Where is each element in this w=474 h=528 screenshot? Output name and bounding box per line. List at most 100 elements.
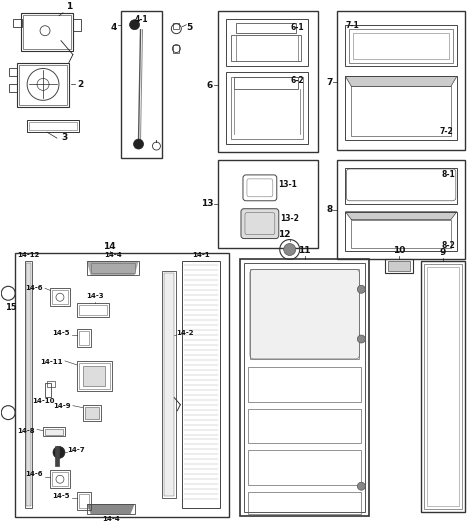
Bar xyxy=(52,290,68,304)
Bar xyxy=(26,263,31,506)
Bar xyxy=(182,261,220,508)
Bar xyxy=(83,366,105,386)
Bar xyxy=(385,259,413,274)
Circle shape xyxy=(357,285,365,293)
Bar xyxy=(226,72,308,144)
Text: 5: 5 xyxy=(186,23,192,32)
Bar xyxy=(9,84,17,92)
Text: 1: 1 xyxy=(66,2,72,11)
Text: 14-7: 14-7 xyxy=(67,447,84,454)
Bar xyxy=(248,409,361,444)
Bar xyxy=(427,267,459,506)
Text: 9: 9 xyxy=(440,249,446,258)
Polygon shape xyxy=(346,77,457,87)
Text: 14: 14 xyxy=(103,241,116,250)
Bar xyxy=(47,381,55,387)
Text: 14-3: 14-3 xyxy=(86,293,104,299)
Circle shape xyxy=(129,20,139,30)
Text: 14-6: 14-6 xyxy=(26,472,43,477)
Circle shape xyxy=(357,482,365,490)
Text: 7-1: 7-1 xyxy=(346,21,359,30)
Bar xyxy=(50,470,70,488)
Text: 14-1: 14-1 xyxy=(192,252,210,259)
Bar xyxy=(248,492,361,514)
Bar xyxy=(13,19,22,27)
Text: 6: 6 xyxy=(207,81,213,90)
Bar xyxy=(351,87,451,136)
Bar xyxy=(244,263,365,512)
Bar xyxy=(55,447,59,466)
Text: 10: 10 xyxy=(393,247,405,256)
Bar xyxy=(9,69,17,77)
Text: 14-12: 14-12 xyxy=(17,252,39,259)
Circle shape xyxy=(53,447,65,458)
Bar xyxy=(79,305,107,315)
Bar xyxy=(79,363,109,389)
Text: 3: 3 xyxy=(61,133,67,142)
Text: 7: 7 xyxy=(326,78,332,87)
Circle shape xyxy=(284,243,296,256)
Bar xyxy=(27,120,79,132)
Bar xyxy=(23,15,71,49)
Bar xyxy=(248,367,361,402)
Text: 8-1: 8-1 xyxy=(441,170,455,179)
Bar xyxy=(163,271,176,498)
Bar xyxy=(240,259,369,516)
Bar xyxy=(43,427,65,437)
Bar xyxy=(421,261,465,512)
Text: 13: 13 xyxy=(201,199,213,208)
Bar xyxy=(236,23,296,33)
Bar xyxy=(87,261,138,276)
Text: 11: 11 xyxy=(299,247,311,256)
Bar xyxy=(346,25,457,67)
Bar xyxy=(231,35,301,61)
Bar xyxy=(77,361,112,391)
Text: 8-2: 8-2 xyxy=(441,241,455,250)
Bar xyxy=(388,261,410,271)
Bar xyxy=(164,274,174,496)
Bar xyxy=(120,11,163,158)
Text: 14-9: 14-9 xyxy=(53,403,71,409)
Bar xyxy=(85,407,99,419)
Text: 4: 4 xyxy=(110,23,117,32)
Bar xyxy=(337,160,465,259)
Bar xyxy=(52,473,68,486)
Circle shape xyxy=(357,335,365,343)
Bar xyxy=(19,64,67,105)
Bar xyxy=(346,77,457,140)
Bar xyxy=(29,122,77,130)
Bar xyxy=(15,253,229,517)
Text: 2: 2 xyxy=(77,80,83,89)
Bar xyxy=(349,29,453,62)
Text: 14-6: 14-6 xyxy=(26,285,43,291)
Text: 4-1: 4-1 xyxy=(135,15,148,24)
Bar xyxy=(91,263,135,274)
Text: 7-2: 7-2 xyxy=(439,127,453,136)
Bar xyxy=(337,11,465,150)
Bar xyxy=(50,288,70,306)
Bar xyxy=(77,303,109,317)
Bar xyxy=(173,23,179,29)
Bar xyxy=(77,329,91,347)
Text: 14-11: 14-11 xyxy=(40,359,63,365)
Text: 6-2: 6-2 xyxy=(290,77,304,86)
Bar xyxy=(248,450,361,485)
Bar xyxy=(226,19,308,67)
Text: 14-5: 14-5 xyxy=(53,330,70,336)
Bar xyxy=(25,261,32,508)
Bar xyxy=(79,494,89,508)
Bar xyxy=(250,269,359,359)
Bar xyxy=(424,265,462,509)
Text: 8: 8 xyxy=(326,205,332,214)
Bar xyxy=(77,492,91,510)
Bar xyxy=(83,404,101,421)
Polygon shape xyxy=(87,261,138,276)
Text: 14-4: 14-4 xyxy=(102,516,119,522)
Bar xyxy=(218,160,318,248)
Bar xyxy=(21,13,73,51)
Bar xyxy=(231,78,302,139)
Text: 15: 15 xyxy=(5,303,17,312)
Bar xyxy=(354,33,449,59)
Text: 14-4: 14-4 xyxy=(104,252,121,259)
Text: 14-2: 14-2 xyxy=(176,330,194,336)
